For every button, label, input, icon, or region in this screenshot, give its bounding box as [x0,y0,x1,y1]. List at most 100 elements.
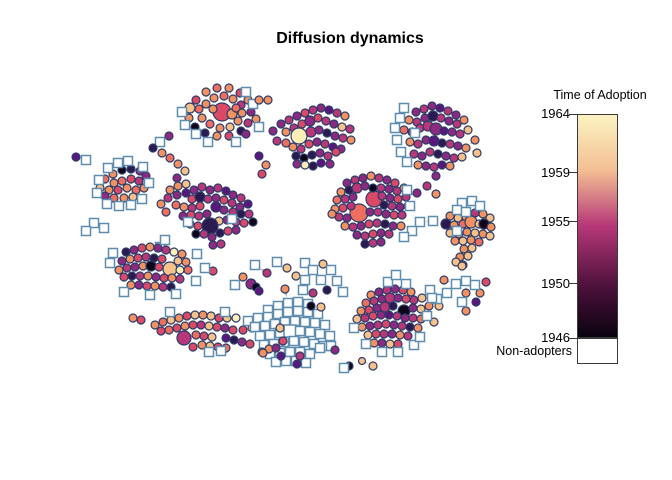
non-adopter-node [409,127,421,139]
adopter-node [292,111,302,121]
adopter-node [392,311,402,321]
non-adopter-node [230,136,242,148]
non-adopter-node [113,200,125,212]
adopter-node [130,262,140,272]
non-adopter-node [240,86,252,98]
non-adopter-node [292,305,304,317]
non-adopter-node [421,310,433,322]
adopter-node [205,119,215,129]
non-adopter-node [406,225,418,237]
tick-label-1955: 1955 [541,214,570,229]
adopter-node [143,271,153,281]
adopter-node [364,219,374,229]
adopter-node [357,356,367,366]
non-adopter-node [122,155,134,167]
non-adopter-node [414,331,426,343]
adopter-node [172,173,182,183]
non-adopter-node [283,324,297,338]
adopter-node [372,218,382,228]
adopter-node [291,271,301,281]
adopter-node [165,153,175,163]
adopter-node [181,188,191,198]
adopter-node [368,311,378,321]
adopter-node [387,201,397,211]
non-adopter-node [202,136,214,148]
adopter-node [332,108,342,118]
adopter-node [330,131,340,141]
adopter-node [316,158,326,168]
tick-mark [569,338,577,339]
adopter-node [209,93,219,103]
adopter-node [373,207,383,217]
adopter-node [360,313,370,323]
non-adopter-node [404,200,416,212]
adopter-node [254,151,264,161]
adopter-node [381,319,391,329]
non-adopter-node [315,274,327,286]
adopter-node [205,185,215,195]
adopter-node [451,110,461,120]
non-adopter-node [427,215,439,227]
adopter-node [330,345,340,355]
adopter-node [177,249,187,259]
adopter-node [393,194,403,204]
non-adopter-node [104,257,116,269]
adopter-node [145,260,157,272]
adopter-node [290,127,308,145]
adopter-node [445,161,455,171]
adopter-node [462,227,472,237]
adopter-node [421,161,431,171]
non-adopter-node [107,247,119,259]
non-adopter-node [292,296,304,308]
non-adopter-node [102,162,114,174]
non-adopter-node [136,193,148,205]
adopter-node [377,338,387,348]
network-nodes [71,83,496,374]
non-adopter-node [401,184,413,196]
adopter-node [308,105,318,115]
adopter-node [180,321,190,331]
adopter-node [278,336,288,346]
adopter-node [157,254,167,264]
adopter-node [450,236,460,246]
non-adopter-node [392,346,404,358]
adopter-node [455,129,465,139]
adopter-node [183,265,193,275]
adopter-node [224,83,234,93]
adopter-node [243,118,253,128]
non-adopter-node [254,330,266,342]
adopter-node [291,151,301,161]
adopter-node [337,122,347,132]
non-adopter-node [469,279,481,291]
adopter-node [346,201,356,211]
adopter-node [173,159,183,169]
adopter-node [405,137,415,147]
adopter-node [137,243,147,253]
adopter-node [197,182,207,192]
adopter-node [126,174,136,184]
non-adopter-node [456,296,468,308]
adopter-node [199,229,209,239]
adopter-node [304,139,314,149]
adopter-node [129,245,139,255]
adopter-node [190,310,200,320]
adopter-node [366,171,376,181]
non-adopter-node [264,329,276,341]
adopter-node [225,122,235,132]
adopter-node [169,247,179,257]
adopter-node [325,159,335,169]
tick-label-1964: 1964 [541,106,570,121]
adopter-node [437,138,447,148]
adopter-node [292,359,302,369]
non-adopter-node [382,276,394,288]
non-adopter-node [289,315,301,327]
adopter-node [411,107,421,117]
adopter-node [175,274,185,284]
adopter-node [312,137,322,147]
non-adopter-node [125,199,137,211]
non-adopter-node [474,200,486,212]
adopter-node [236,193,246,203]
adopter-node [281,127,291,137]
non-adopter-node [408,339,420,351]
